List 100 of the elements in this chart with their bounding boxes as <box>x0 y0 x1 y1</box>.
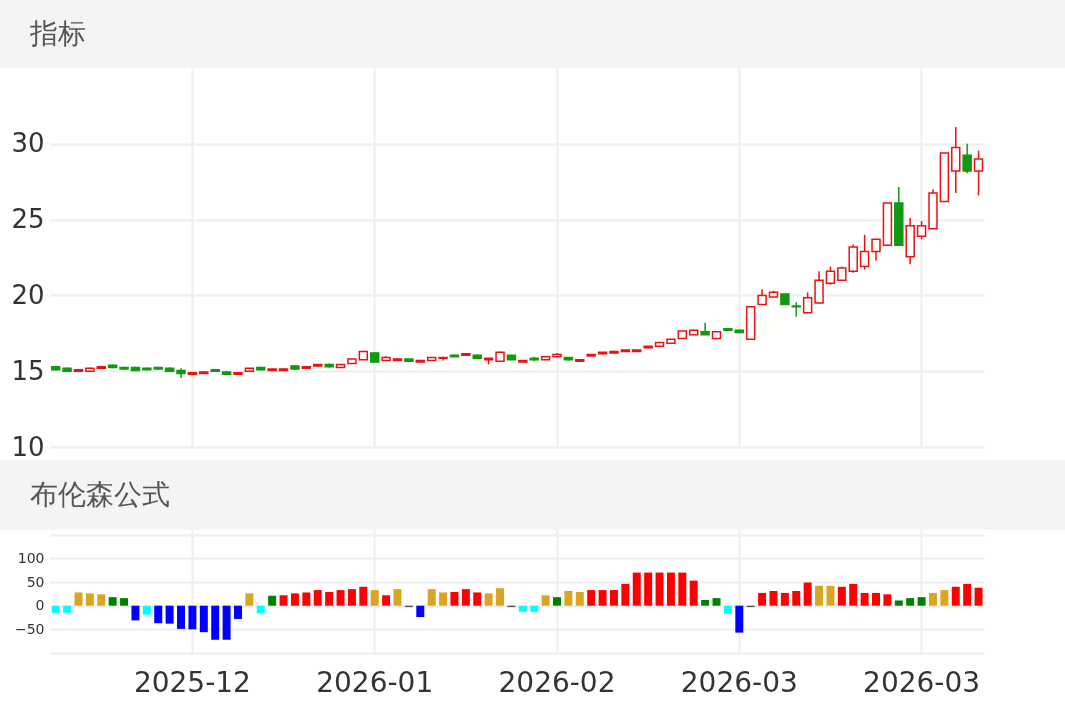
x-tick-label: 2025-12 <box>133 665 251 699</box>
bar <box>564 591 573 606</box>
bar <box>473 592 482 606</box>
bar <box>666 572 675 606</box>
bar <box>325 591 334 606</box>
bar <box>427 589 436 606</box>
candlestick <box>916 220 927 241</box>
bar <box>940 590 949 606</box>
bar <box>484 593 493 606</box>
bar <box>689 580 698 606</box>
bar <box>723 605 732 614</box>
y-tick-label: 25 <box>11 204 45 235</box>
y-tick-label: 20 <box>11 279 45 310</box>
bar <box>541 595 550 606</box>
bar <box>439 592 448 606</box>
bar <box>769 591 778 606</box>
bar <box>416 605 425 618</box>
bar <box>85 593 94 606</box>
bar <box>530 605 539 612</box>
bar <box>792 591 801 606</box>
bar <box>860 592 869 606</box>
bar <box>951 586 960 606</box>
bar <box>963 583 972 606</box>
bar <box>872 592 880 606</box>
bar <box>199 605 208 633</box>
candlestick <box>973 149 984 197</box>
y-tick-label: 50 <box>26 573 45 590</box>
bar <box>256 605 265 614</box>
y-tick-label: 10 <box>11 431 45 462</box>
bar <box>211 605 220 640</box>
y-tick-label: 0 <box>35 597 45 614</box>
y-tick-label: 30 <box>11 128 45 159</box>
bar <box>575 591 584 606</box>
bar <box>644 572 653 606</box>
bar <box>108 597 117 606</box>
bar <box>313 590 322 606</box>
bar <box>279 595 288 606</box>
bar <box>347 589 356 606</box>
y-tick-label: −50 <box>14 620 45 637</box>
bar <box>518 605 527 612</box>
bar <box>632 572 641 606</box>
bar <box>735 605 744 633</box>
y-tick-label: 100 <box>17 549 45 566</box>
bar <box>63 605 72 613</box>
bar <box>222 605 231 640</box>
bar <box>780 592 789 606</box>
bar <box>188 605 197 630</box>
bar <box>894 600 903 606</box>
bar <box>142 605 151 615</box>
x-tick-label: 2026-03 <box>680 665 798 699</box>
x-tick-label: 2026-02 <box>498 665 616 699</box>
bar <box>712 598 721 606</box>
bar <box>974 587 983 606</box>
bar <box>849 583 858 606</box>
bar <box>815 585 824 606</box>
y-tick-label: 15 <box>11 355 45 386</box>
bar <box>245 593 254 606</box>
bar <box>382 595 391 606</box>
candlestick <box>802 291 813 314</box>
chart-title: 指标 <box>0 0 1065 68</box>
bar <box>461 589 470 606</box>
bar <box>268 595 277 606</box>
bar <box>826 585 835 606</box>
bar <box>302 592 311 606</box>
bar <box>165 605 174 624</box>
bar <box>450 591 459 606</box>
candlestick <box>951 126 961 194</box>
bar <box>701 600 710 606</box>
bar <box>678 572 687 606</box>
bar <box>587 590 596 606</box>
bar <box>803 582 812 606</box>
bar <box>290 593 299 606</box>
candlestick <box>859 234 870 271</box>
bar <box>609 590 618 606</box>
bar <box>51 605 60 613</box>
bar <box>131 605 140 621</box>
bar <box>234 605 242 619</box>
bar <box>74 592 83 606</box>
x-tick-label: 2026-01 <box>316 665 434 699</box>
bar <box>928 592 937 606</box>
bar <box>370 590 379 606</box>
bar <box>906 598 915 606</box>
bar <box>553 597 561 606</box>
bar <box>120 598 129 606</box>
bar <box>393 589 402 606</box>
bar <box>621 583 630 606</box>
bar <box>598 590 607 606</box>
candlestick <box>962 143 972 175</box>
bar <box>837 586 846 606</box>
bar <box>97 594 106 606</box>
bar <box>359 586 368 606</box>
bar <box>655 572 664 606</box>
bar <box>336 590 345 606</box>
bar <box>883 594 892 606</box>
bar <box>917 597 926 606</box>
candlestick <box>871 238 881 262</box>
candlestick <box>825 265 836 286</box>
bar <box>496 588 505 606</box>
chart-title: 布伦森公式 <box>0 460 1065 530</box>
bar <box>154 605 163 624</box>
